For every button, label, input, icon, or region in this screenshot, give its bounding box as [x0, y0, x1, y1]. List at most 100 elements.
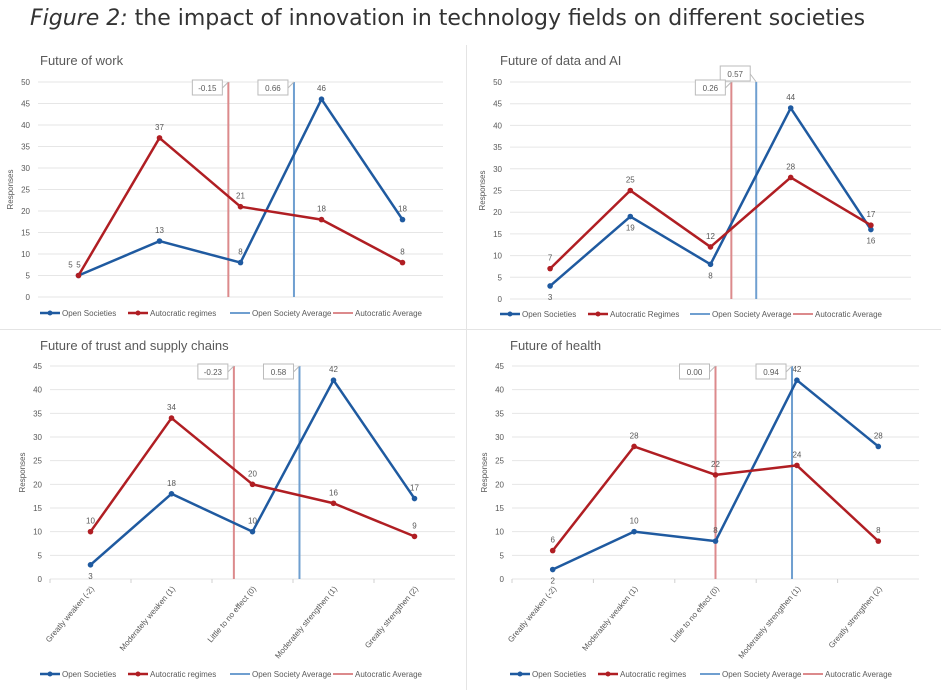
legend-label: Open Societies — [522, 310, 576, 319]
y-tick-label: 10 — [495, 528, 504, 537]
y-tick-label: 0 — [26, 293, 31, 302]
legend-label: Open Society Average — [252, 309, 332, 318]
open-data-point — [627, 213, 634, 220]
y-tick-label: 50 — [493, 78, 502, 87]
data-label: 16 — [866, 237, 875, 246]
chart-future-of-trust-and-supply-chains: Future of trust and supply chains 0 5 10 15 2… — [0, 330, 466, 690]
data-label: 28 — [786, 162, 795, 171]
average-leader-line — [227, 365, 235, 373]
average-label-box — [694, 79, 726, 96]
y-tick-label: 25 — [33, 457, 42, 466]
legend-marker — [47, 310, 53, 316]
average-label: 0.26 — [703, 84, 719, 93]
autocratic-data-point — [875, 538, 882, 544]
average-label: 0.66 — [265, 84, 281, 93]
legend-label: Open Societies — [62, 309, 116, 318]
data-label: 42 — [329, 365, 338, 374]
legend-label: Autocratic Average — [825, 670, 893, 679]
chart-future-of-work: Future of work 0 5 10 15 20 25 30 35 40 45 50 Respon… — [0, 45, 466, 329]
data-label: 12 — [706, 232, 715, 241]
data-label: 20 — [248, 469, 257, 478]
data-label: 34 — [167, 403, 176, 412]
x-tick-label: Moderately weaken (1) — [118, 584, 177, 652]
y-tick-label: 0 — [38, 575, 43, 584]
data-label: 10 — [630, 517, 639, 526]
y-tick-label: 5 — [38, 551, 43, 560]
average-label-box — [679, 363, 710, 380]
average-label-box — [257, 79, 289, 96]
y-tick-label: 40 — [495, 386, 504, 395]
autocratic-data-point — [318, 216, 325, 223]
legend-label: Open Society Average — [712, 310, 792, 319]
autocratic-data-point — [330, 500, 337, 507]
autocratic-data-point — [249, 481, 256, 488]
legend-label: Autocratic Average — [815, 310, 883, 319]
y-tick-label: 35 — [495, 409, 504, 418]
legend-marker — [135, 310, 141, 316]
legend-marker — [517, 671, 523, 677]
autocratic-data-point — [631, 443, 637, 450]
autocratic-data-point — [868, 222, 874, 229]
data-label: 8 — [713, 526, 718, 535]
open-data-point — [399, 216, 406, 223]
data-label: 3 — [88, 572, 93, 581]
open-data-point — [547, 283, 553, 289]
data-label: 7 — [548, 254, 553, 263]
average-leader-line — [785, 365, 793, 373]
y-tick-label: 20 — [493, 208, 502, 217]
open-data-point — [868, 226, 874, 233]
average-label-box — [197, 363, 229, 380]
legend-label: Open Society Average — [722, 670, 802, 679]
chart-title: Future of trust and supply chains — [40, 338, 229, 353]
y-tick-label: 30 — [495, 433, 504, 442]
figure-title: Figure 2: the impact of innovation in te… — [30, 6, 865, 31]
data-label: 19 — [626, 224, 635, 233]
x-tick-label: Greatly strengthen (2) — [363, 584, 420, 650]
y-tick-label: 0 — [498, 295, 503, 304]
average-label-box — [191, 79, 223, 96]
data-label: 17 — [410, 484, 419, 493]
average-label: -0.15 — [198, 84, 217, 93]
y-tick-label: 35 — [21, 143, 30, 152]
x-tick-label: Moderately weaken (1) — [580, 584, 639, 652]
y-tick-label: 45 — [495, 362, 504, 371]
open-data-point — [87, 562, 94, 568]
open-data-point — [330, 377, 337, 383]
data-label: 18 — [167, 479, 176, 488]
open-data-point — [707, 261, 714, 268]
data-label: 10 — [248, 517, 257, 526]
average-leader-line — [221, 81, 229, 89]
y-axis-label: Responses — [6, 169, 15, 209]
average-leader-line — [749, 73, 757, 83]
y-tick-label: 30 — [493, 165, 502, 174]
data-label: 8 — [400, 248, 405, 257]
data-label: 18 — [398, 205, 407, 214]
y-tick-label: 10 — [21, 250, 30, 259]
data-label: 8 — [876, 526, 881, 535]
legend-label: Autocratic regimes — [620, 670, 686, 679]
legend-marker — [135, 671, 141, 677]
y-tick-label: 25 — [493, 187, 502, 196]
autocratic-data-point — [627, 187, 634, 194]
legend-marker — [47, 671, 53, 677]
legend-label: Autocratic regimes — [150, 309, 216, 318]
y-tick-label: 25 — [21, 186, 30, 195]
average-leader-line — [724, 81, 732, 89]
open-data-point — [249, 528, 256, 535]
figure-label: Figure 2: — [30, 6, 128, 31]
average-label: 0.57 — [727, 70, 743, 79]
average-leader-line — [293, 365, 300, 373]
legend-label: Open Societies — [62, 670, 116, 679]
open-data-point — [156, 238, 163, 244]
data-label: 5 — [68, 261, 73, 270]
open-data-point — [794, 377, 800, 383]
legend-label: Autocratic regimes — [150, 670, 216, 679]
y-tick-label: 45 — [21, 100, 30, 109]
y-tick-label: 40 — [493, 121, 502, 130]
data-label: 28 — [630, 431, 639, 440]
average-label-box — [719, 65, 751, 82]
y-tick-label: 20 — [495, 480, 504, 489]
y-tick-label: 50 — [21, 78, 30, 87]
autocratic-data-point — [156, 135, 163, 141]
